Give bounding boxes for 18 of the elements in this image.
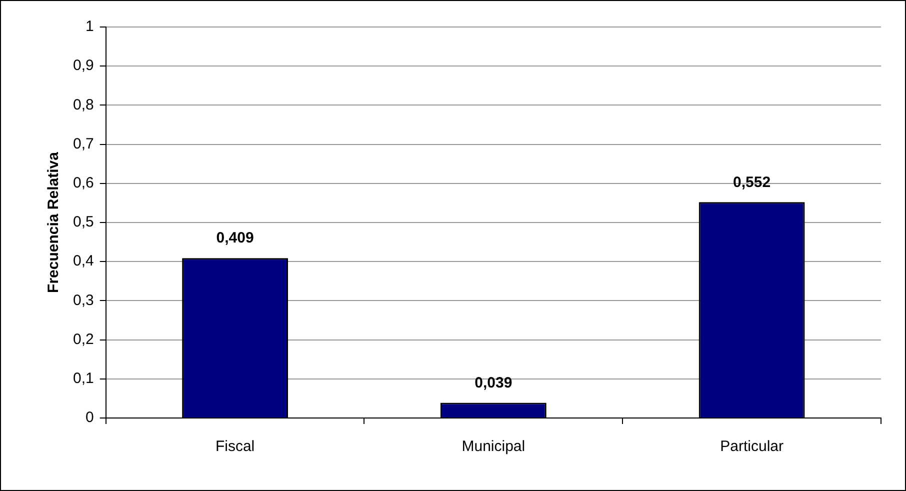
- y-tick-label: 0,7: [72, 135, 94, 152]
- data-label: 0,409: [216, 230, 254, 247]
- data-label: 0,552: [733, 174, 771, 191]
- y-tick-label: 0,5: [72, 214, 94, 231]
- y-axis-title: Frecuencia Relativa: [45, 151, 62, 293]
- y-tick-label: 1: [86, 18, 94, 36]
- x-tick-label: Particular: [720, 438, 784, 456]
- data-label: 0,039: [474, 374, 512, 392]
- y-tick-label: 0,4: [72, 252, 94, 270]
- y-tick-label: 0,9: [72, 57, 94, 74]
- y-tick-label: 0,3: [72, 292, 94, 309]
- y-tick-label: 0: [86, 409, 94, 426]
- x-tick-label: Municipal: [462, 438, 526, 456]
- y-tick-label: 0,1: [72, 370, 94, 388]
- y-tick-label: 0,8: [72, 96, 94, 114]
- y-tick-label: 0,2: [72, 330, 94, 348]
- y-tick-label: 0,6: [72, 174, 94, 192]
- x-tick-label: Fiscal: [215, 438, 255, 456]
